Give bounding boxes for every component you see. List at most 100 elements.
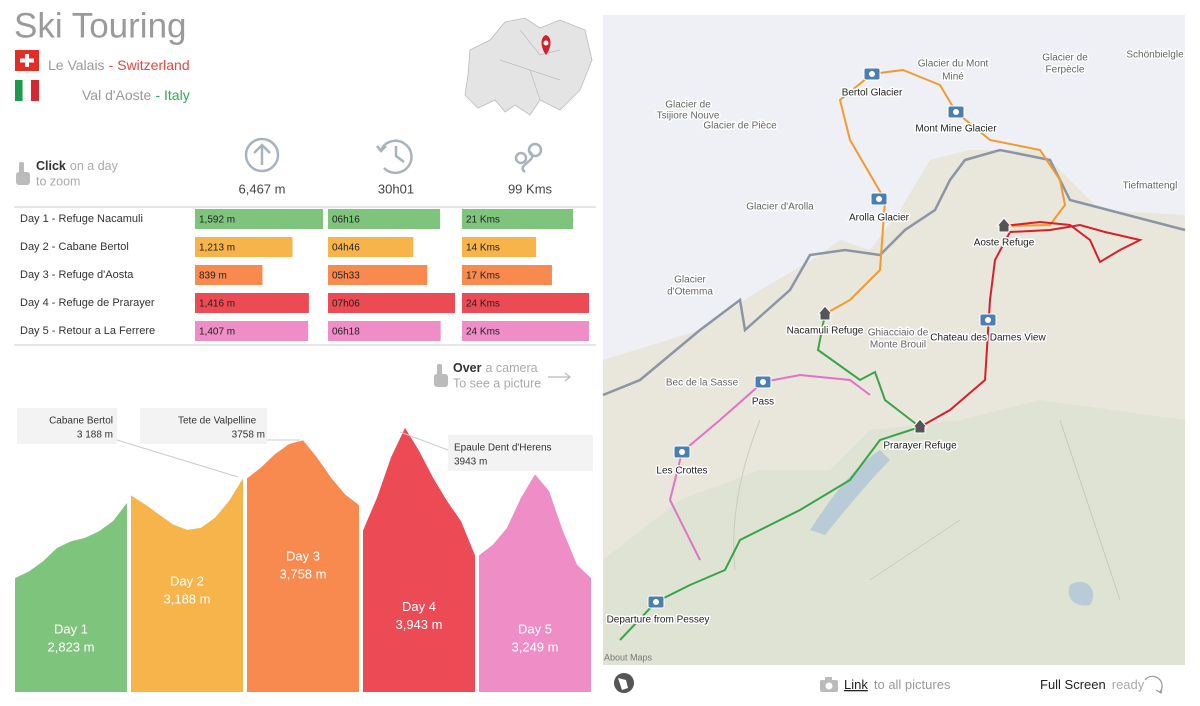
bar[interactable] [328, 209, 441, 229]
day-elevation: 3,758 m [280, 567, 327, 582]
bar-label: 21 Kms [466, 215, 500, 226]
refuge-marker[interactable] [911, 418, 929, 434]
map-place: Glacier de [1042, 53, 1088, 64]
camera-lens [653, 599, 659, 605]
elevation-profile[interactable] [363, 427, 475, 692]
elevation-profile[interactable] [15, 502, 127, 692]
hand-icon [434, 364, 448, 387]
lake [810, 450, 890, 535]
callout-name: Tete de Valpelline [178, 416, 257, 427]
bar[interactable] [328, 293, 455, 313]
day-label: Day 4 [402, 599, 436, 614]
callout-leader [399, 431, 449, 451]
bar-label: 04h46 [332, 243, 360, 254]
bar[interactable] [462, 321, 589, 341]
bar-label: 17 Kms [466, 271, 500, 282]
bar-label: 07h06 [332, 299, 360, 310]
bar[interactable] [328, 265, 428, 285]
map-place: Bec de la Sasse [666, 378, 739, 389]
elevation-profile[interactable] [247, 440, 359, 692]
callout-name: Cabane Bertol [49, 416, 113, 427]
day-label: Day 5 [518, 622, 552, 637]
region-area: Val d'Aoste [82, 87, 152, 103]
route-day1 [816, 313, 921, 428]
map-place: Miné [942, 72, 964, 83]
waypoint-label: Prarayer Refuge [883, 441, 957, 452]
status: ready [1112, 677, 1145, 692]
bar[interactable] [462, 209, 574, 229]
bar[interactable] [462, 265, 552, 285]
bar[interactable] [328, 237, 414, 257]
elevation-profile[interactable] [131, 478, 243, 692]
day-name: Day 2 - Cabane Bertol [20, 241, 129, 253]
bar[interactable] [195, 265, 263, 285]
route-day5 [668, 373, 871, 561]
hint-text: a camera [486, 361, 538, 375]
map-place: Glacier d'Arolla [746, 202, 814, 213]
fullscreen[interactable]: Full Screen [1040, 677, 1106, 692]
day-elevation: 3,249 m [512, 640, 559, 655]
bar[interactable] [328, 321, 441, 341]
callout-name: Epaule Dent d'Herens [454, 443, 552, 454]
waypoint-label: Aoste Refuge [974, 238, 1035, 249]
bar-label: 05h33 [332, 271, 360, 282]
hint: Click on a day [36, 159, 119, 173]
waypoint-label: Arolla Glacier [849, 213, 910, 224]
camera-lens [953, 109, 959, 115]
hint-action: Over [453, 361, 482, 375]
waypoint-label: Nacamuli Refuge [787, 326, 864, 337]
hint-sub: To see a picture [453, 376, 541, 390]
region: Le Valais - Switzerland [48, 57, 190, 73]
day-elevation: 2,823 m [48, 640, 95, 655]
waypoint-label: Les Crottes [656, 466, 707, 477]
waypoint-label: Bertol Glacier [842, 88, 903, 99]
link[interactable]: Link [844, 677, 868, 692]
bar-label: 14 Kms [466, 243, 500, 254]
bar-label: 1,407 m [199, 327, 235, 338]
bar[interactable] [195, 237, 293, 257]
elevation-profile[interactable] [479, 474, 591, 692]
bar[interactable] [462, 293, 589, 313]
bar-label: 1,592 m [199, 215, 235, 226]
hint-text: on a day [70, 159, 119, 173]
day-elevation: 3,188 m [164, 591, 211, 606]
callout-box [17, 408, 117, 444]
callout-elevation: 3 188 m [77, 430, 113, 441]
camera-lens [760, 379, 766, 385]
refuge-marker[interactable] [816, 305, 834, 321]
bar[interactable] [195, 209, 323, 229]
bar-label: 06h16 [332, 215, 360, 226]
map-place: Schönbielgle [1126, 50, 1184, 61]
waypoint-label: Chateau des Dames View [930, 333, 1046, 344]
bar[interactable] [195, 321, 309, 341]
bar-label: 06h18 [332, 327, 360, 338]
refuge-marker[interactable] [995, 217, 1013, 233]
time-icon [376, 139, 413, 175]
map-place: Tiefmattengl [1123, 181, 1178, 192]
camera-lens [876, 196, 882, 202]
route-day4 [919, 220, 1143, 428]
bar[interactable] [195, 293, 309, 313]
map-place: Ferpècle [1046, 65, 1085, 76]
callout-elevation: 3758 m [232, 430, 265, 441]
title: Ski Touring [14, 6, 187, 45]
terrain [603, 400, 1185, 665]
globe-icon[interactable] [614, 673, 634, 693]
map-place: Ghiacciaio de [868, 328, 929, 339]
footer-link: Link to all pictures [844, 677, 951, 692]
callout-box [448, 435, 593, 471]
camera-lens [869, 71, 875, 77]
map-place: Glacier du Mont [918, 59, 989, 70]
bar[interactable] [462, 237, 537, 257]
region-area: Le Valais [48, 57, 105, 73]
region-separator: - [155, 87, 160, 103]
fullscreen-icon [1144, 675, 1163, 694]
arrow [548, 372, 571, 382]
link-text: to all pictures [874, 677, 951, 692]
bar-label: 1,213 m [199, 243, 235, 254]
hint-sub: to zoom [36, 174, 80, 188]
ascent-icon [244, 137, 280, 173]
lake [1068, 581, 1094, 606]
callout-elevation: 3943 m [454, 457, 487, 468]
